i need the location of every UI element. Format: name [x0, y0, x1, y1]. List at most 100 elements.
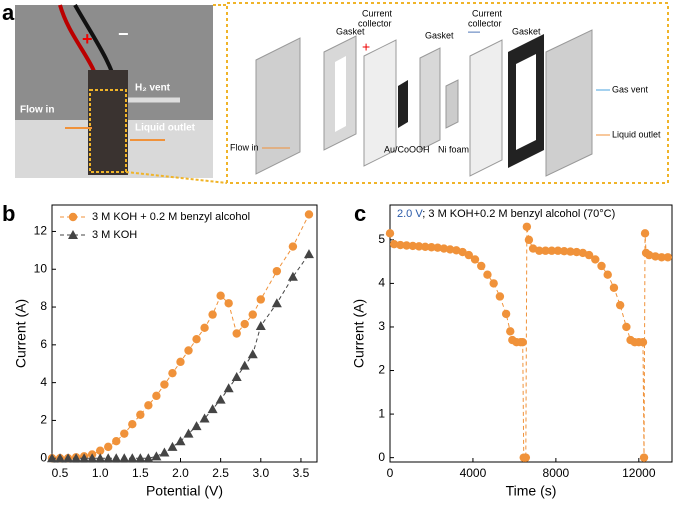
y-tick-label: 8	[40, 299, 47, 313]
marker	[408, 241, 418, 251]
gasket-hole	[516, 54, 536, 150]
marker	[639, 453, 649, 462]
diagram-gas-vent: Gas vent	[612, 84, 649, 94]
y-tick-label: 1	[378, 406, 385, 420]
marker	[489, 279, 498, 288]
annotation: 2.0 V; 3 M KOH+0.2 M benzyl alcohol (70°…	[397, 208, 615, 220]
marker	[303, 249, 314, 259]
marker	[143, 453, 154, 463]
plate	[255, 37, 301, 175]
marker	[87, 453, 98, 463]
x-tick-label: 3.5	[293, 466, 310, 480]
marker	[421, 242, 430, 252]
marker	[160, 380, 169, 389]
marker	[385, 229, 395, 238]
marker	[47, 453, 57, 463]
marker	[224, 299, 233, 308]
series-line	[389, 226, 668, 459]
x-tick-label: 0.5	[52, 466, 69, 480]
marker	[63, 453, 74, 463]
marker	[272, 266, 282, 276]
marker	[120, 429, 129, 438]
y-axis-label: Current (A)	[351, 299, 367, 368]
x-axis-label: Potential (V)	[146, 483, 223, 499]
y-tick-label: 0	[378, 450, 385, 464]
zoom-line	[125, 171, 228, 184]
marker	[566, 247, 575, 256]
diagram-collector: Current	[472, 8, 503, 18]
x-tick-label: 2.0	[172, 466, 189, 480]
ni-foam	[445, 79, 459, 129]
marker	[135, 453, 146, 463]
marker	[159, 447, 170, 457]
gasket	[419, 47, 441, 151]
legend-label: 3 M KOH	[92, 229, 137, 241]
marker	[119, 453, 130, 463]
y-tick-label: 0	[40, 450, 47, 464]
marker	[414, 242, 424, 251]
diagram-flow-in: Flow in	[230, 142, 259, 152]
panel-label: c	[354, 201, 366, 226]
annotation-prefix: 2.0 V	[397, 208, 423, 220]
marker	[256, 295, 265, 304]
marker	[208, 310, 217, 319]
marker	[104, 442, 113, 452]
marker	[477, 261, 486, 271]
diagram-collector: collector	[468, 18, 502, 28]
marker	[609, 283, 619, 292]
marker	[541, 246, 550, 255]
y-tick-label: 2	[40, 413, 47, 427]
marker	[518, 338, 527, 347]
photo-liquid-outlet: Liquid outlet	[135, 123, 196, 134]
marker	[152, 391, 161, 401]
marker	[144, 401, 153, 410]
x-tick-label: 8000	[543, 466, 570, 480]
marker	[657, 253, 666, 262]
diagram: Gasket Current collector Gasket Current …	[226, 2, 669, 184]
diagram-liquid-outlet: Liquid outlet	[612, 129, 661, 139]
marker	[663, 253, 673, 262]
marker	[79, 453, 90, 463]
marker	[651, 252, 660, 261]
marker	[572, 247, 581, 257]
marker	[168, 368, 177, 378]
marker	[483, 270, 492, 279]
marker	[215, 394, 226, 404]
marker	[248, 310, 257, 319]
marker	[559, 246, 569, 256]
marker	[223, 383, 234, 393]
photo-minus: −	[118, 24, 129, 44]
photo-plus: +	[82, 29, 93, 49]
marker	[584, 250, 594, 260]
marker	[287, 271, 298, 281]
marker	[427, 243, 436, 252]
marker	[522, 222, 532, 231]
marker	[95, 453, 106, 463]
marker	[112, 437, 121, 446]
diagram-ni: Ni foam	[438, 144, 469, 154]
marker	[128, 420, 137, 429]
x-axis-label: Time (s)	[506, 483, 557, 499]
y-tick-label: 6	[40, 337, 47, 351]
marker	[506, 327, 515, 336]
plot-frame	[389, 204, 673, 463]
marker	[288, 242, 298, 251]
marker	[304, 210, 314, 219]
photo-flow-in: Flow in	[20, 105, 54, 116]
electrode	[398, 80, 408, 128]
y-tick-label: 4	[40, 375, 47, 389]
marker	[433, 243, 442, 252]
y-tick-label: 10	[34, 261, 48, 275]
plate	[545, 29, 593, 177]
highlight	[89, 89, 127, 173]
y-tick-label: 3	[378, 319, 385, 333]
marker	[231, 371, 242, 381]
marker	[207, 404, 218, 414]
marker	[247, 349, 258, 359]
marker	[470, 255, 480, 264]
marker	[191, 421, 202, 431]
x-tick-label: 1.5	[132, 466, 149, 480]
marker	[640, 229, 650, 238]
x-tick-label: 12000	[622, 466, 656, 480]
